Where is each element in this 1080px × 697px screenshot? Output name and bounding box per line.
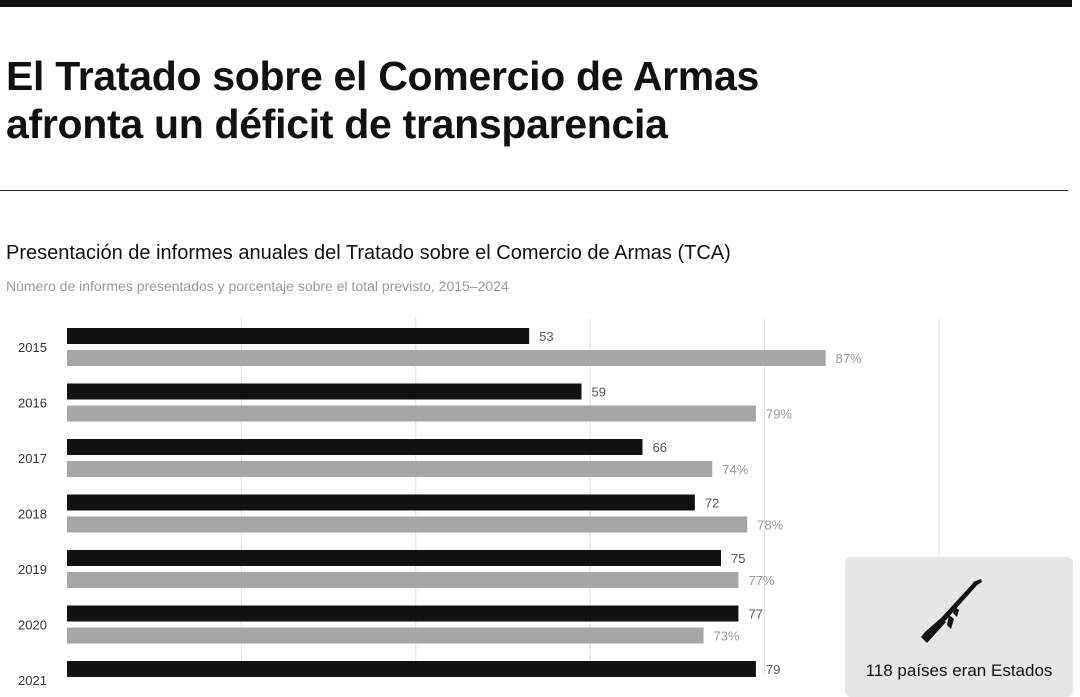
reports-value-label: 59	[591, 385, 605, 400]
reports-value-label: 66	[653, 440, 667, 455]
percent-value-label: 77%	[748, 573, 774, 588]
year-label: 2018	[18, 507, 47, 522]
percent-value-label: 78%	[757, 518, 783, 533]
chart-title: Presentación de informes anuales del Tra…	[6, 242, 731, 264]
percent-value-label: 74%	[722, 462, 748, 477]
chart-subtitle: Número de informes presentados y porcent…	[6, 278, 509, 294]
info-text: 118 países eran Estados	[865, 661, 1053, 680]
reports-bar	[67, 439, 643, 455]
year-label: 2020	[18, 618, 47, 633]
year-label: 2019	[18, 562, 47, 577]
headline-line-2: afronta un déficit de transparencia	[6, 101, 668, 147]
reports-bar	[67, 605, 739, 622]
year-label: 2015	[18, 340, 47, 355]
reports-value-label: 79	[766, 662, 780, 677]
bar-chart: 2015 53 87% 2016 59 79% 2017 66 74% 2018 72 78% 2019…	[18, 318, 940, 688]
percent-value-label: 73%	[714, 629, 740, 644]
percent-bar	[67, 461, 713, 477]
year-label: 2021	[18, 673, 47, 688]
percent-bar	[67, 627, 704, 644]
top-bar	[0, 0, 1072, 7]
percent-bar	[67, 350, 826, 366]
info-box: 118 países eran Estados	[845, 557, 1073, 697]
year-label: 2016	[18, 396, 47, 411]
reports-bar	[67, 550, 721, 566]
reports-value-label: 75	[731, 551, 745, 566]
percent-bar	[67, 405, 756, 422]
divider	[0, 190, 1068, 191]
percent-value-label: 87%	[836, 351, 862, 366]
reports-bar	[67, 383, 582, 400]
percent-value-label: 79%	[766, 407, 792, 422]
reports-value-label: 72	[705, 496, 719, 511]
reports-value-label: 53	[539, 329, 553, 344]
headline: El Tratado sobre el Comercio de Armas af…	[6, 52, 1006, 148]
year-label: 2017	[18, 451, 47, 466]
reports-bar	[67, 328, 530, 344]
reports-bar	[67, 494, 695, 511]
rifle-icon	[921, 579, 982, 643]
percent-bar	[67, 572, 739, 588]
reports-value-label: 77	[748, 607, 762, 622]
reports-bar	[67, 661, 756, 677]
headline-line-1: El Tratado sobre el Comercio de Armas	[6, 53, 759, 99]
percent-bar	[67, 516, 748, 533]
